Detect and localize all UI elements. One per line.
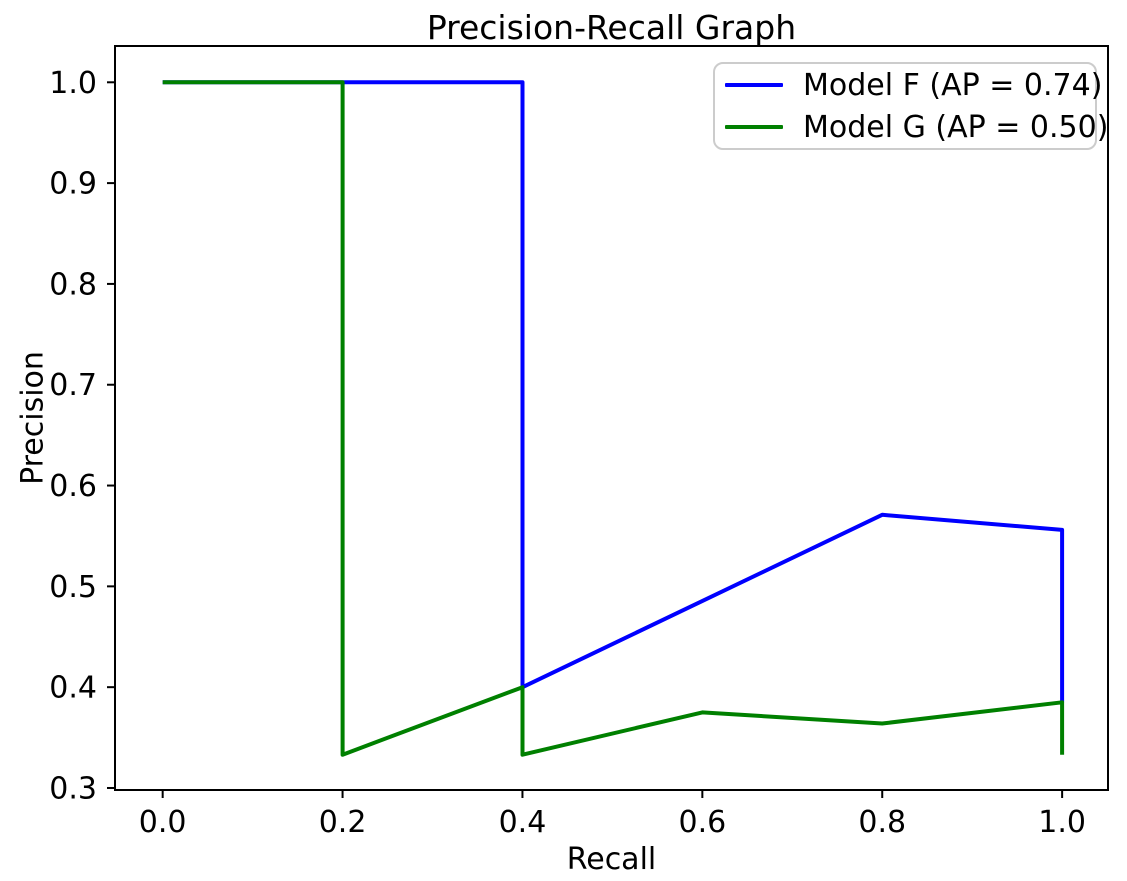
y-tick-label: 0.7 (49, 368, 97, 403)
y-tick-label: 0.4 (49, 671, 97, 706)
y-axis-label: Precision (15, 351, 51, 485)
series-line-model-f (162, 80, 1065, 703)
y-tick-label: 0.5 (49, 570, 97, 605)
legend-entry-model-f: Model F (AP = 0.74) (715, 64, 1102, 106)
y-tick-label: 0.3 (49, 771, 97, 806)
legend-entry-model-g: Model G (AP = 0.50) (715, 106, 1108, 148)
chart-title: Precision-Recall Graph (426, 8, 797, 47)
legend-label-model-f: Model F (AP = 0.74) (803, 67, 1103, 103)
plot-frame (114, 45, 1109, 791)
series-line-model-g (162, 80, 1065, 757)
x-tick-label: 0.2 (319, 805, 367, 840)
x-tick-label: 1.0 (1038, 805, 1086, 840)
legend-line-sample-model-g (725, 125, 783, 129)
legend: Model F (AP = 0.74) Model G (AP = 0.50) (713, 62, 1108, 150)
x-tick-label: 0.4 (499, 805, 547, 840)
x-tick-label: 0.6 (678, 805, 726, 840)
legend-line-sample-model-f (725, 83, 783, 87)
y-tick-label: 0.9 (49, 167, 97, 202)
x-axis-label: Recall (566, 842, 657, 877)
legend-label-model-g: Model G (AP = 0.50) (803, 109, 1109, 145)
y-tick-label: 1.0 (49, 66, 97, 101)
x-tick-label: 0.8 (858, 805, 906, 840)
y-tick-label: 0.6 (49, 469, 97, 504)
y-tick-label: 0.8 (49, 267, 97, 302)
x-tick-label: 0.0 (139, 805, 187, 840)
